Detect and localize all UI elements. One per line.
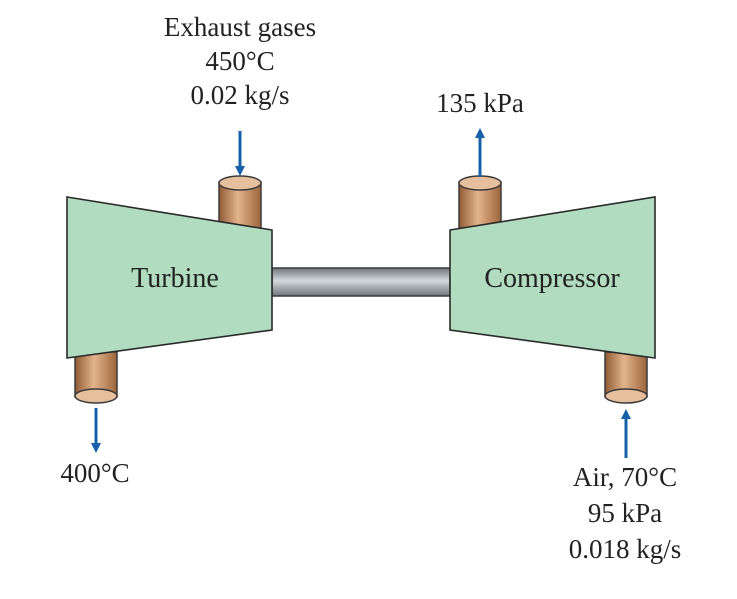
- turbine-inlet-pipe: [218, 175, 262, 229]
- compressor-outlet-pipe: [458, 175, 502, 229]
- turbine-label: Turbine: [131, 263, 219, 294]
- compressor-body: [449, 196, 656, 359]
- compressor-inlet-label-2: 95 kPa: [587, 498, 663, 528]
- compressor-inlet-pipe: [604, 351, 648, 404]
- compressor-outlet-label: 135 kPa: [436, 88, 524, 118]
- compressor-inlet-label-1: Air, 70°C: [572, 462, 678, 492]
- turbine-inlet-label-2: 450°C: [205, 46, 275, 76]
- turbine-body: [66, 196, 273, 359]
- turbine-outlet-pipe: [74, 351, 118, 404]
- turbine-inlet-label-1: Exhaust gases: [163, 12, 317, 42]
- turbine-outlet-label: 400°C: [60, 458, 130, 488]
- shaft: [271, 267, 451, 297]
- compressor-label: Compressor: [484, 263, 620, 294]
- compressor-inlet-label-3: 0.018 kg/s: [568, 534, 682, 564]
- turbine-inlet-label-3: 0.02 kg/s: [190, 80, 290, 110]
